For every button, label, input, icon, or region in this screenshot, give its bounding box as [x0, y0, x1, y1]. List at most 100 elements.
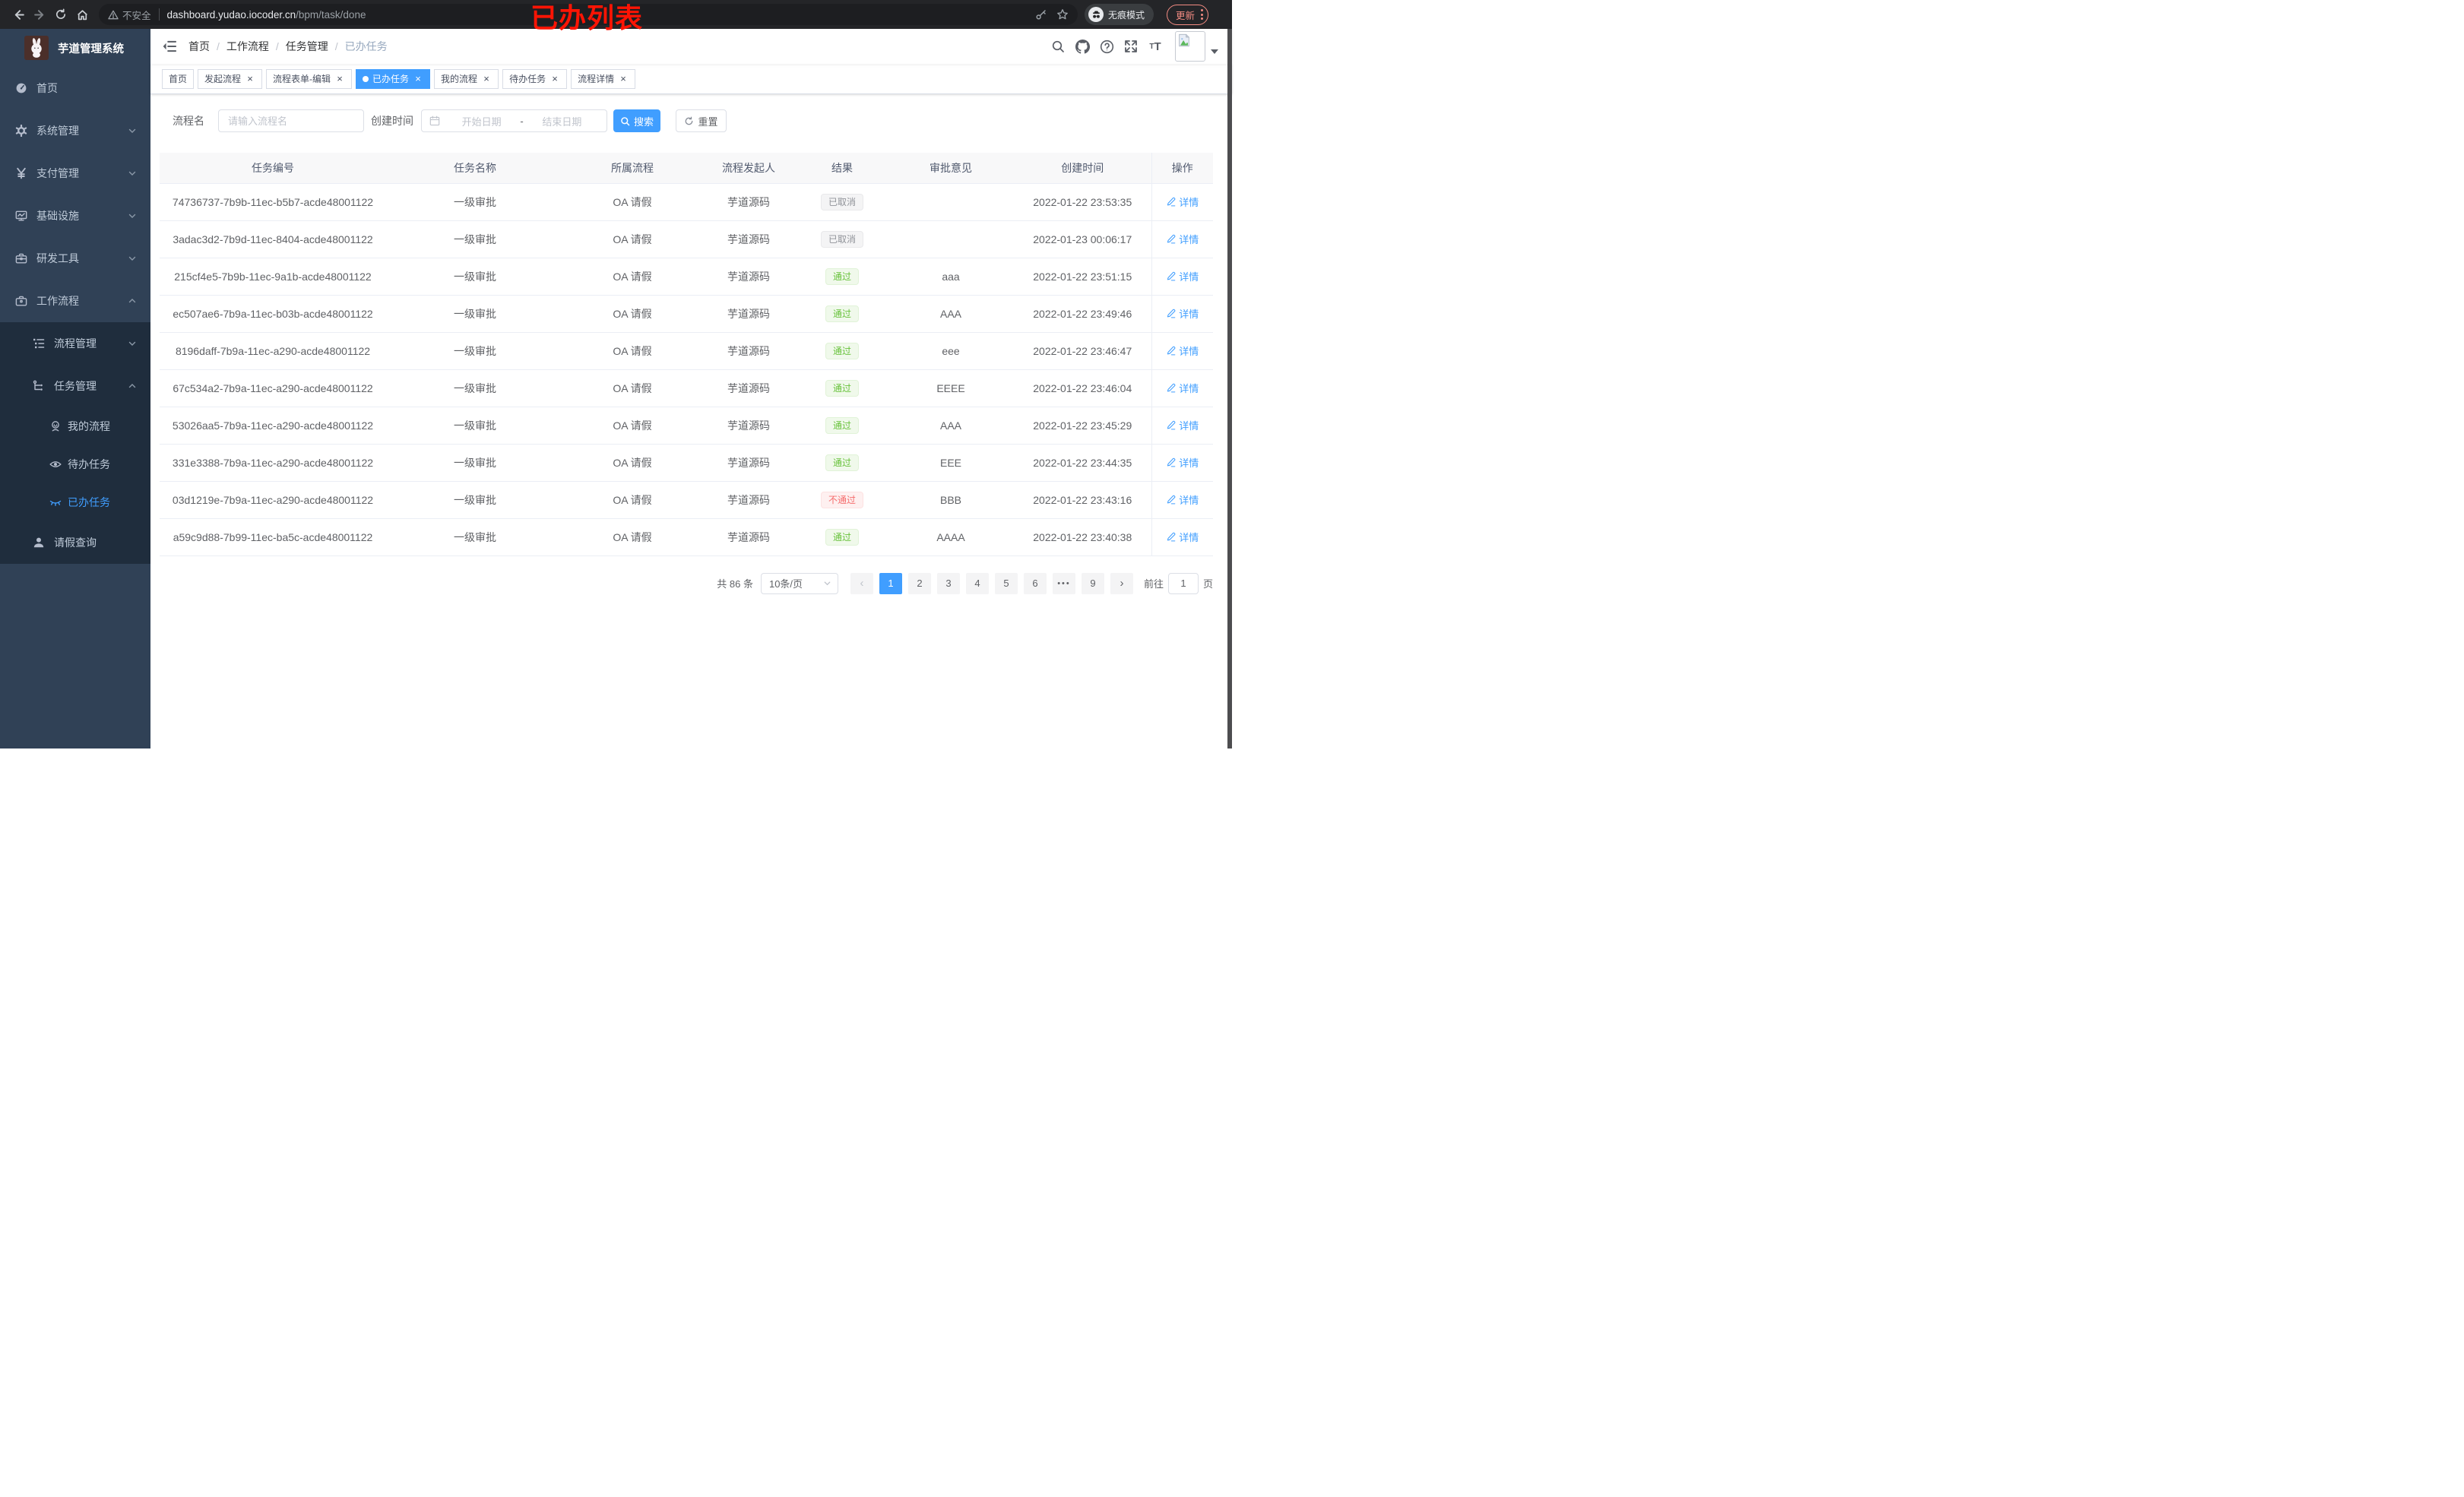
- page-button-5[interactable]: 5: [994, 572, 1018, 594]
- browser-forward-icon[interactable]: [29, 4, 50, 25]
- breadcrumb-task-management[interactable]: 任务管理: [285, 40, 328, 52]
- page-button-6[interactable]: 6: [1023, 572, 1047, 594]
- page-button-2[interactable]: 2: [907, 572, 931, 594]
- page-button-4[interactable]: 4: [965, 572, 989, 594]
- date-range-input[interactable]: 开始日期 - 结束日期: [421, 109, 607, 132]
- process-name-input[interactable]: [218, 109, 364, 132]
- tags-view-bar: 首页 发起流程 × 流程表单-编辑 × 已办任务 × 我的流程 × 待办任务 × 流程详情…: [150, 64, 1232, 94]
- browser-menu-icon[interactable]: [1201, 9, 1204, 20]
- tab-home[interactable]: 首页: [162, 68, 195, 89]
- tab-process-form-edit[interactable]: 流程表单-编辑 ×: [266, 68, 353, 89]
- tab-close-icon[interactable]: ×: [415, 73, 421, 84]
- tab-close-icon[interactable]: ×: [552, 73, 558, 84]
- tab-close-icon[interactable]: ×: [620, 73, 626, 84]
- detail-link[interactable]: 详情: [1166, 195, 1199, 209]
- detail-link[interactable]: 详情: [1166, 306, 1199, 321]
- address-bar[interactable]: 不安全 dashboard.yudao.iocoder.cn /bpm/task…: [99, 4, 1078, 25]
- tab-start-process[interactable]: 发起流程 ×: [198, 68, 263, 89]
- eye-closed-icon: [49, 496, 62, 508]
- pager-prev-button[interactable]: ‹: [850, 572, 873, 594]
- sidebar-item-my-process[interactable]: 我的流程: [0, 407, 150, 445]
- edit-pencil-icon: [1166, 271, 1176, 281]
- sidebar-item-leave-query[interactable]: 请假查询: [0, 521, 150, 564]
- bookmark-star-icon[interactable]: [1056, 8, 1069, 21]
- detail-link[interactable]: 详情: [1166, 492, 1199, 507]
- logo-row[interactable]: 芋道管理系统: [0, 29, 150, 67]
- cell-initiator: 芋道源码: [701, 444, 797, 482]
- cell-task-name: 一级审批: [386, 444, 564, 482]
- pager-next-button[interactable]: ›: [1110, 572, 1133, 594]
- tab-my-process[interactable]: 我的流程 ×: [434, 68, 499, 89]
- chevron-down-icon: [128, 339, 137, 348]
- detail-link[interactable]: 详情: [1166, 343, 1199, 358]
- avatar-caret-icon[interactable]: [1211, 49, 1218, 54]
- security-label[interactable]: 不安全: [122, 10, 151, 21]
- page-scrollbar[interactable]: [1227, 29, 1232, 748]
- sidebar-item-label: 我的流程: [68, 420, 110, 432]
- detail-link[interactable]: 详情: [1166, 269, 1199, 283]
- browser-reload-icon[interactable]: [50, 4, 71, 25]
- sidebar-item-task-management[interactable]: 任务管理: [0, 365, 150, 407]
- sidebar-item-label: 首页: [36, 82, 58, 94]
- sidebar-item-home[interactable]: 首页: [0, 67, 150, 109]
- help-icon[interactable]: [1094, 34, 1119, 59]
- sidebar-item-label: 支付管理: [36, 167, 79, 179]
- tab-close-icon[interactable]: ×: [337, 73, 343, 84]
- cell-task-name: 一级审批: [386, 183, 564, 221]
- tab-close-icon[interactable]: ×: [483, 73, 489, 84]
- tab-process-detail[interactable]: 流程详情 ×: [571, 68, 636, 89]
- table-row: a59c9d88-7b99-11ec-ba5c-acde48001122 一级审批…: [160, 518, 1213, 556]
- tab-done-tasks[interactable]: 已办任务 ×: [356, 68, 431, 89]
- page-size-select[interactable]: 10条/页: [760, 572, 838, 594]
- browser-back-icon[interactable]: [8, 4, 29, 25]
- chevron-down-icon: [823, 579, 831, 587]
- goto-page-input[interactable]: [1167, 572, 1199, 594]
- detail-link[interactable]: 详情: [1166, 455, 1199, 470]
- start-date-placeholder[interactable]: 开始日期: [461, 116, 502, 128]
- sidebar-item-infrastructure[interactable]: 基础设施: [0, 195, 150, 237]
- breadcrumb-workflow[interactable]: 工作流程: [226, 40, 269, 52]
- pager-more-button[interactable]: •••: [1052, 572, 1075, 594]
- password-key-icon[interactable]: [1035, 8, 1047, 21]
- page-button-3[interactable]: 3: [936, 572, 960, 594]
- fullscreen-icon[interactable]: [1119, 34, 1143, 59]
- sidebar-item-workflow[interactable]: 工作流程: [0, 280, 150, 322]
- detail-link[interactable]: 详情: [1166, 418, 1199, 432]
- cell-task-id: 8196daff-7b9a-11ec-a290-acde48001122: [160, 332, 386, 370]
- sidebar-item-process-management[interactable]: 流程管理: [0, 322, 150, 365]
- cell-task-name: 一级审批: [386, 295, 564, 333]
- tab-close-icon[interactable]: ×: [247, 73, 253, 84]
- cell-process: OA 请假: [564, 295, 701, 333]
- detail-link[interactable]: 详情: [1166, 381, 1199, 395]
- cell-task-id: 331e3388-7b9a-11ec-a290-acde48001122: [160, 444, 386, 482]
- breadcrumb-home[interactable]: 首页: [188, 40, 210, 52]
- table-row: 74736737-7b9b-11ec-b5b7-acde48001122 一级审批…: [160, 183, 1213, 221]
- detail-link[interactable]: 详情: [1166, 232, 1199, 246]
- browser-home-icon[interactable]: [71, 4, 93, 25]
- sidebar-item-label: 任务管理: [54, 380, 97, 392]
- col-actions: 操作: [1151, 153, 1213, 184]
- tab-todo-tasks[interactable]: 待办任务 ×: [502, 68, 568, 89]
- url-host[interactable]: dashboard.yudao.iocoder.cn: [166, 8, 296, 21]
- avatar[interactable]: [1175, 31, 1205, 62]
- sidebar-item-payment[interactable]: 支付管理: [0, 152, 150, 195]
- table-row: 3adac3d2-7b9d-11ec-8404-acde48001122 一级审批…: [160, 220, 1213, 258]
- page-button-1[interactable]: 1: [879, 572, 902, 594]
- sidebar-item-done-tasks[interactable]: 已办任务: [0, 483, 150, 521]
- search-button[interactable]: 搜索: [613, 109, 660, 132]
- sidebar-item-devtools[interactable]: 研发工具: [0, 237, 150, 280]
- search-icon[interactable]: [1046, 34, 1070, 59]
- url-path[interactable]: /bpm/task/done: [296, 8, 366, 21]
- reset-button[interactable]: 重置: [676, 109, 727, 132]
- sidebar-toggle-icon[interactable]: [163, 40, 176, 52]
- cell-initiator: 芋道源码: [701, 518, 797, 556]
- detail-link[interactable]: 详情: [1166, 530, 1199, 544]
- sidebar-item-system[interactable]: 系统管理: [0, 109, 150, 152]
- goto-label: 前往: [1143, 578, 1164, 590]
- browser-update-button[interactable]: 更新: [1167, 4, 1209, 25]
- end-date-placeholder[interactable]: 结束日期: [542, 116, 582, 128]
- page-button-9[interactable]: 9: [1081, 572, 1104, 594]
- sidebar-item-todo-tasks[interactable]: 待办任务: [0, 445, 150, 483]
- github-icon[interactable]: [1070, 34, 1094, 59]
